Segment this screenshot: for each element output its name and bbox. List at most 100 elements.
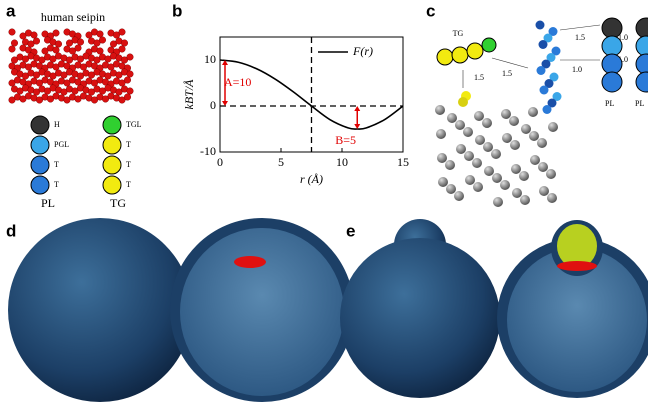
- droplet-inner: [180, 228, 344, 396]
- seipin-bead: [118, 28, 126, 36]
- cg-bead: [549, 72, 559, 82]
- seipin-bead: [109, 40, 117, 48]
- bead: [458, 97, 468, 107]
- cg-bead: [510, 140, 520, 150]
- group-label: PL: [41, 196, 55, 210]
- seipin-bead: [27, 40, 35, 48]
- seipin-bead: [33, 37, 41, 45]
- panel-label: b: [172, 1, 182, 20]
- bead: [635, 53, 648, 75]
- seipin-bead: [22, 55, 30, 63]
- group-label: TG: [110, 196, 126, 210]
- seipin-bead: [33, 88, 41, 96]
- cg-bead: [436, 129, 446, 139]
- bead-label: T: [54, 160, 59, 169]
- bond-label: 1.0: [572, 65, 582, 74]
- seipin-bead: [112, 31, 120, 39]
- seipin-bead: [63, 96, 71, 104]
- cg-bead: [537, 138, 547, 148]
- seipin-bead: [65, 56, 73, 64]
- seipin-bead: [8, 79, 16, 87]
- seipin-bead: [19, 95, 27, 103]
- cg-bead: [519, 171, 529, 181]
- cg-bead: [502, 133, 512, 143]
- seipin-bead: [47, 95, 55, 103]
- arrow-head: [354, 106, 361, 129]
- tg-beads: TGL T T T TG: [102, 115, 142, 210]
- seipin-bead: [36, 96, 44, 104]
- tg-label: TG: [453, 29, 464, 38]
- y-tick-label: -10: [200, 144, 216, 158]
- seipin-bead: [76, 55, 84, 63]
- x-tick-label: 15: [397, 155, 409, 169]
- annotation: B=5: [335, 133, 356, 147]
- cg-bead: [483, 142, 493, 152]
- seipin-bead: [79, 63, 87, 71]
- seipin-bead: [76, 38, 84, 46]
- cg-bead: [538, 40, 548, 49]
- x-tick-label: 10: [336, 155, 348, 169]
- plot-frame: [219, 36, 404, 153]
- bead-label: T: [126, 140, 131, 149]
- bead: [635, 71, 648, 93]
- seipin-bead: [87, 71, 95, 79]
- cg-bead: [529, 131, 539, 141]
- cg-bead: [547, 193, 557, 203]
- seipin-bead: [41, 47, 49, 55]
- panel-label: c: [426, 1, 435, 20]
- panel-label: d: [6, 221, 16, 240]
- seipin-bead: [85, 31, 93, 39]
- seipin-bead: [68, 47, 76, 55]
- cg-bead: [493, 197, 503, 207]
- cg-bead: [438, 177, 448, 187]
- cg-bead: [456, 144, 466, 154]
- cg-bead: [547, 98, 557, 108]
- seipin-bead: [19, 32, 27, 40]
- cg-particles: [435, 20, 562, 207]
- seipin-bead: [33, 71, 41, 79]
- droplet-sphere: [340, 238, 500, 398]
- bead: [102, 175, 122, 195]
- seipin-bead: [74, 44, 82, 52]
- bead: [601, 53, 623, 75]
- cg-bead: [538, 162, 548, 172]
- cg-bead: [546, 53, 556, 62]
- seipin-bead: [98, 36, 106, 44]
- seipin-bead: [93, 39, 101, 47]
- seipin: [557, 261, 597, 271]
- cg-bead: [447, 113, 457, 123]
- panel-d: d: [6, 218, 354, 402]
- panel-e: e: [340, 219, 648, 398]
- cg-bead: [475, 135, 485, 145]
- bond: [559, 24, 601, 31]
- bead: [102, 155, 122, 175]
- seipin-bead: [115, 88, 123, 96]
- seipin-bead: [118, 79, 126, 87]
- cg-bead: [548, 27, 558, 36]
- seipin-bead: [8, 45, 16, 53]
- pl-beads: H PGL T T PL: [30, 115, 69, 210]
- panel-label: a: [6, 1, 16, 20]
- seipin-bead: [44, 87, 52, 95]
- seipin-model: [8, 28, 134, 104]
- cg-bead: [551, 46, 561, 56]
- panel-title: human seipin: [41, 10, 105, 24]
- x-axis-label: r (Å): [300, 172, 323, 186]
- seipin-bead: [115, 71, 123, 79]
- cg-bead: [491, 149, 501, 159]
- seipin-bead: [118, 96, 126, 104]
- bead-label: T: [54, 180, 59, 189]
- seipin-bead: [38, 56, 46, 64]
- cg-bead: [548, 122, 558, 132]
- seipin-bead: [30, 31, 38, 39]
- seipin-bead: [52, 46, 60, 54]
- cg-bead: [472, 158, 482, 168]
- cg-bead: [473, 182, 483, 192]
- arrow-head: [222, 60, 228, 106]
- seipin-bead: [49, 55, 57, 63]
- cg-bead: [463, 127, 473, 137]
- droplet-sphere: [8, 218, 192, 402]
- cg-bead: [520, 195, 530, 205]
- seipin-bead: [101, 95, 109, 103]
